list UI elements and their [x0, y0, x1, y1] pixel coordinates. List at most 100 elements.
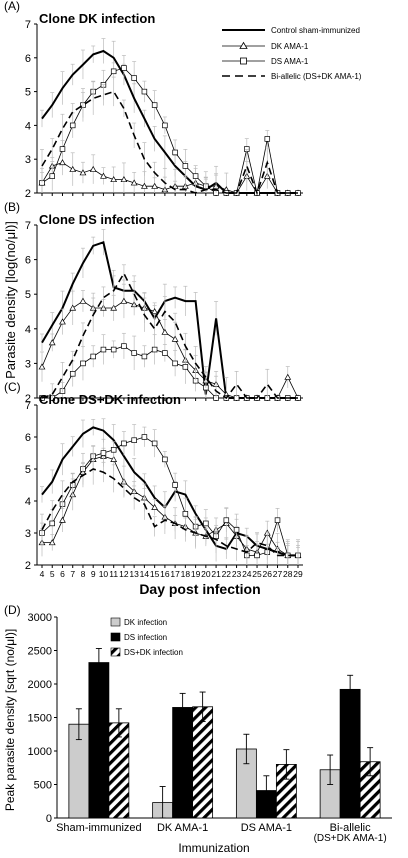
legend-label-dk-ama1: DK AMA-1 — [271, 42, 309, 51]
data-point — [233, 527, 240, 533]
data-point — [110, 68, 117, 75]
x-tick-label: 18 — [181, 569, 191, 579]
bar — [192, 706, 214, 819]
data-point — [48, 339, 56, 346]
panel-title-c: Clone DS+DK infection — [39, 392, 181, 407]
data-point — [79, 169, 87, 176]
x-tick-label: 27 — [273, 569, 283, 579]
bar-y-tick-label: 3000 — [28, 612, 52, 624]
bar-y-tick-label: 2500 — [28, 646, 52, 658]
panel-label-c: (C) — [4, 380, 21, 394]
series-triangle — [38, 149, 302, 196]
bar-category-label: (DS+DK AMA-1) — [314, 833, 387, 844]
x-axis-label-day: Day post infection — [139, 581, 260, 597]
data-point — [110, 455, 118, 462]
data-point — [182, 163, 189, 169]
data-point — [121, 343, 127, 349]
y-tick-label: 5 — [25, 289, 31, 301]
series-line — [41, 90, 298, 196]
data-point — [162, 456, 168, 463]
data-point — [69, 165, 77, 172]
line-legend: Control sham-immunized DK AMA-1 DS AMA-1… — [222, 26, 362, 81]
y-tick-label: 3 — [25, 154, 31, 166]
data-point — [161, 328, 169, 335]
y-tick-label: 2 — [25, 560, 31, 572]
data-point — [90, 353, 96, 360]
data-point — [59, 159, 66, 166]
panel-title-a: Clone DK infection — [39, 11, 155, 26]
bar-y-tick-label: 1000 — [28, 746, 52, 758]
shared-y-axis-label: Parasite density [log(no/μl)] — [3, 221, 18, 379]
panel-label-b: (B) — [4, 200, 20, 214]
series-solid-thick — [40, 38, 298, 194]
data-point — [141, 353, 148, 360]
bar — [172, 707, 194, 819]
bar-category-label: Bi-allelic — [330, 822, 371, 834]
x-tick-label: 19 — [191, 569, 201, 579]
bar — [88, 662, 110, 819]
bar-y-tick-label: 0 — [46, 813, 52, 825]
data-point — [141, 434, 148, 440]
bar-category-label: DS AMA-1 — [241, 822, 292, 834]
bar-y-tick-label: 500 — [34, 780, 52, 792]
y-tick-label: 2 — [25, 188, 31, 200]
data-point — [49, 520, 55, 527]
panel-label-a: (A) — [4, 0, 20, 13]
data-point — [223, 517, 230, 523]
bar-x-axis-label: Immunization — [178, 841, 249, 855]
series-dashed — [40, 76, 298, 196]
data-point — [151, 440, 158, 447]
y-tick-label: 4 — [25, 120, 31, 132]
series-square — [39, 332, 301, 401]
data-point — [59, 146, 66, 152]
x-tick-label: 13 — [129, 569, 139, 579]
panel-label-d: (D) — [4, 603, 21, 617]
legend-ds-infection: DS infection — [124, 633, 167, 642]
x-tick-label: 16 — [160, 569, 170, 579]
series-dashed — [41, 264, 298, 400]
x-tick-label: 14 — [140, 569, 150, 579]
x-tick-label: 7 — [70, 569, 75, 579]
y-tick-label: 2 — [25, 393, 31, 405]
series-line — [42, 345, 298, 399]
y-tick-label: 4 — [25, 324, 31, 336]
data-point — [162, 350, 168, 356]
x-tick-label: 24 — [242, 569, 252, 579]
data-point — [182, 511, 189, 517]
series-line — [41, 240, 298, 399]
x-tick-label: 26 — [263, 569, 273, 579]
x-tick-label: 5 — [50, 569, 55, 579]
data-point — [141, 88, 148, 95]
x-tick-label: 8 — [81, 569, 86, 579]
data-point — [120, 175, 128, 183]
data-point — [38, 363, 46, 370]
data-point — [130, 179, 138, 186]
x-tick-label: 10 — [99, 569, 109, 579]
legend-label-biallelic: Bi-allelic (DS+DK AMA-1) — [271, 72, 362, 81]
x-tick-label: 11 — [109, 569, 118, 579]
bar-y-axis-label: Peak parasite density [sqrt (no/μl)] — [3, 629, 17, 811]
y-tick-label: 4 — [25, 496, 31, 508]
legend-dk-infection: DK infection — [124, 618, 167, 627]
y-tick-label: 6 — [25, 53, 31, 65]
series-dashed — [40, 452, 300, 565]
data-point — [254, 552, 260, 559]
data-point — [264, 136, 271, 142]
y-tick-label: 3 — [25, 358, 31, 370]
data-point — [172, 149, 178, 156]
legend-label-control: Control sham-immunized — [271, 26, 360, 35]
y-tick-label: 7 — [25, 400, 31, 412]
data-point — [151, 346, 158, 353]
bar-legend: DK infection DS infection DS+DK infectio… — [110, 617, 183, 657]
y-tick-label: 5 — [25, 87, 31, 99]
data-point — [89, 165, 97, 172]
y-tick-label: 7 — [25, 220, 31, 232]
data-point — [69, 304, 77, 311]
data-point — [274, 517, 281, 523]
y-tick-label: 7 — [25, 19, 31, 31]
data-point — [79, 297, 87, 304]
data-point — [172, 360, 178, 367]
line-panel-1: (A) Clone DK infection 2 3 4 5 6 7 — [4, 0, 303, 200]
